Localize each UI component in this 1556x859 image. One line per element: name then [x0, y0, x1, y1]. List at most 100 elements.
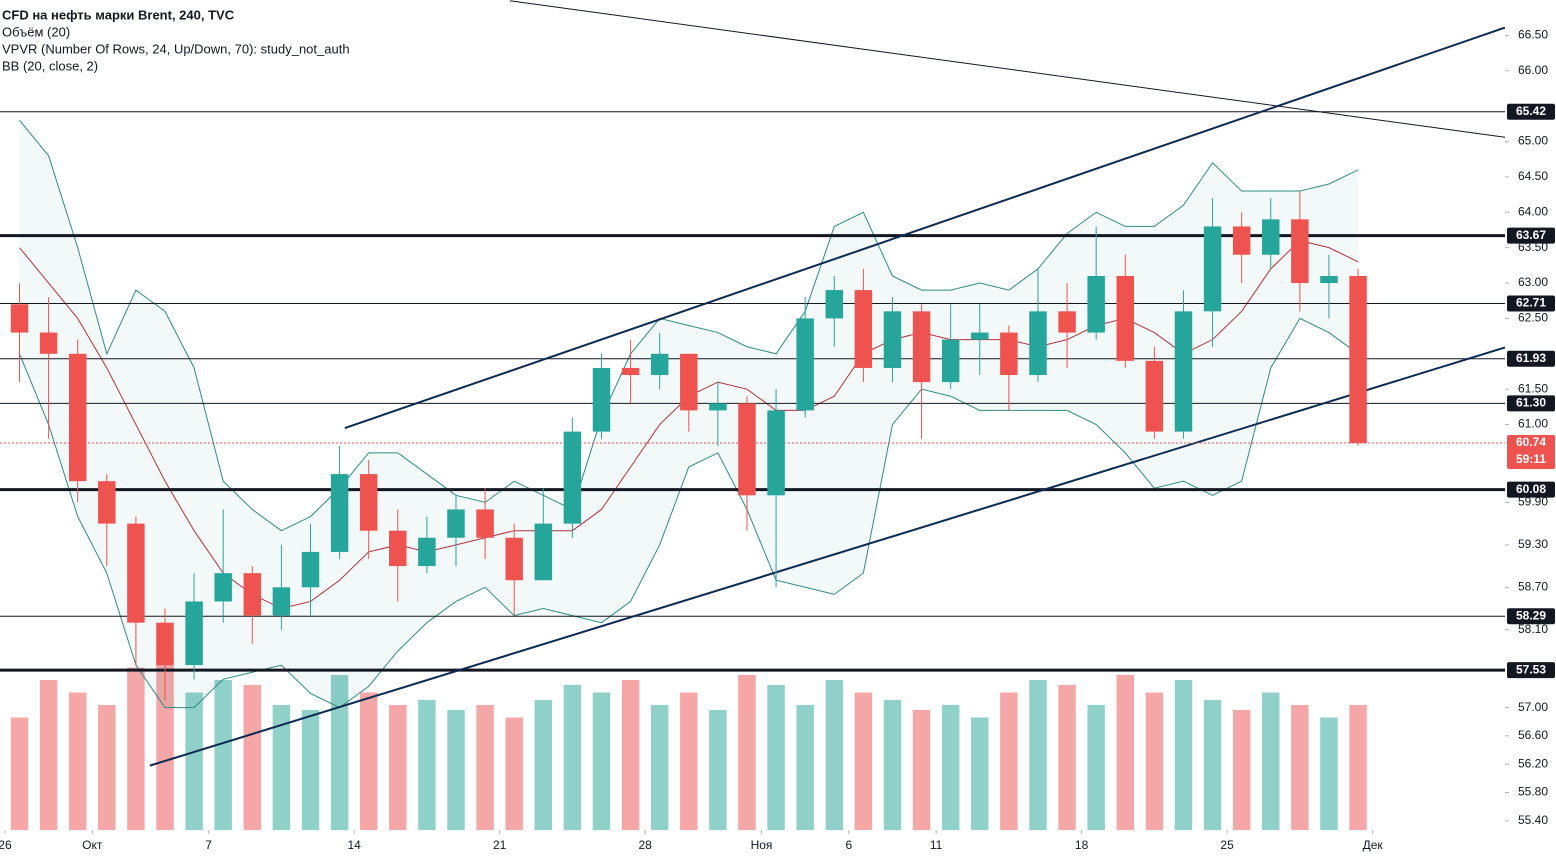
volume-bar [1262, 692, 1280, 830]
candle-body [1349, 275, 1367, 443]
volume-bar [1000, 692, 1018, 830]
legend-line: CFD на нефть марки Brent, 240, TVC [2, 7, 235, 22]
candle-body [1232, 226, 1251, 255]
candle-body [447, 509, 465, 538]
x-tick-label: 6 [845, 838, 852, 852]
candle-body [418, 537, 436, 567]
level-label: 61.30 [1516, 395, 1546, 409]
candle-body [796, 318, 814, 411]
y-tick-label: 66.50 [1518, 28, 1548, 42]
candle-body [98, 481, 116, 524]
x-tick-label: 26 [0, 838, 12, 852]
candle-body [359, 474, 378, 531]
candle-body [10, 304, 29, 333]
candle-body [389, 530, 407, 567]
volume-bar [767, 685, 785, 830]
candle-body [243, 573, 262, 616]
current-price-box [1507, 434, 1555, 469]
candle-body [912, 311, 931, 383]
volume-bar [883, 700, 902, 830]
volume-bar [447, 710, 465, 830]
candle-body [621, 367, 640, 376]
candle-body [738, 403, 756, 496]
volume-bar [941, 705, 960, 830]
y-tick-label: 59.90 [1518, 495, 1548, 509]
candle-body [1116, 275, 1134, 361]
y-tick-label: 63.00 [1518, 275, 1548, 289]
candle-body [825, 290, 843, 319]
volume-bar [359, 692, 378, 830]
plot-area [0, 0, 1505, 830]
candle-body [156, 622, 174, 666]
candle-body [127, 523, 145, 623]
countdown: 59:11 [1516, 452, 1546, 466]
y-tick-label: 59.30 [1518, 537, 1548, 551]
y-tick-label: 61.00 [1518, 417, 1548, 431]
candle-body [1145, 360, 1164, 432]
level-label-box [1507, 662, 1555, 679]
trend-line [344, 26, 1505, 430]
volume-bar [563, 685, 582, 830]
volume-bar [243, 685, 262, 830]
volume-bar [301, 710, 320, 830]
volume-bar [738, 675, 756, 830]
y-tick-label: 57.00 [1518, 700, 1548, 714]
x-tick-label: Окт [82, 838, 103, 852]
candle-body [1262, 219, 1280, 255]
volume-bar [10, 717, 29, 830]
level-label-box [1507, 350, 1555, 367]
candle-body [476, 509, 494, 538]
y-tick-label: 55.40 [1518, 813, 1548, 827]
candle-body [214, 573, 232, 602]
candle-body [1291, 219, 1309, 284]
level-label-box [1507, 103, 1555, 120]
candle-body [883, 311, 902, 368]
volume-bar [621, 680, 640, 830]
candle-body [534, 523, 553, 581]
candle-body [1087, 275, 1105, 333]
x-tick-label: 7 [205, 838, 212, 852]
volume-bar [185, 692, 203, 830]
legend-line: Объём (20) [2, 24, 70, 39]
level-label-box [1507, 227, 1555, 244]
level-label-box [1507, 295, 1555, 312]
candle-body [1058, 311, 1076, 333]
x-tick-label: 21 [493, 838, 507, 852]
volume-bar [389, 705, 407, 830]
candle-body [505, 537, 523, 581]
candle-body [592, 367, 611, 432]
volume-bar [272, 705, 291, 830]
volume-bar [1145, 692, 1164, 830]
candle-body [971, 332, 989, 340]
trend-line [149, 346, 1505, 767]
volume-bar [592, 692, 611, 830]
volume-bar [1087, 705, 1105, 830]
y-tick-label: 58.70 [1518, 579, 1548, 593]
x-tick-label: Ноя [751, 838, 773, 852]
y-tick-label: 61.50 [1518, 381, 1548, 395]
x-tick-label: 11 [930, 838, 943, 852]
candle-body [1174, 311, 1193, 432]
candle-body [68, 353, 87, 482]
volume-bar [912, 710, 931, 830]
candle-body [330, 474, 349, 552]
volume-bar [156, 655, 174, 830]
volume-bar [214, 680, 232, 830]
volume-bar [1349, 705, 1367, 830]
volume-bar [1291, 705, 1309, 830]
level-label: 61.93 [1516, 351, 1546, 365]
x-tick-label: 18 [1075, 838, 1089, 852]
level-label-box [1507, 395, 1555, 412]
volume-bar [1116, 675, 1134, 830]
volume-bar [534, 700, 553, 830]
volume-bar [330, 675, 349, 830]
volume-bar [1203, 700, 1222, 830]
legend-line: BB (20, close, 2) [2, 58, 98, 73]
volume-bar [418, 700, 436, 830]
trend-line [509, 0, 1505, 138]
volume-bar [68, 692, 87, 830]
volume-bar [98, 705, 116, 830]
level-label: 62.71 [1516, 296, 1546, 310]
bb-lower [19, 317, 1359, 709]
y-tick-label: 56.60 [1518, 728, 1548, 742]
